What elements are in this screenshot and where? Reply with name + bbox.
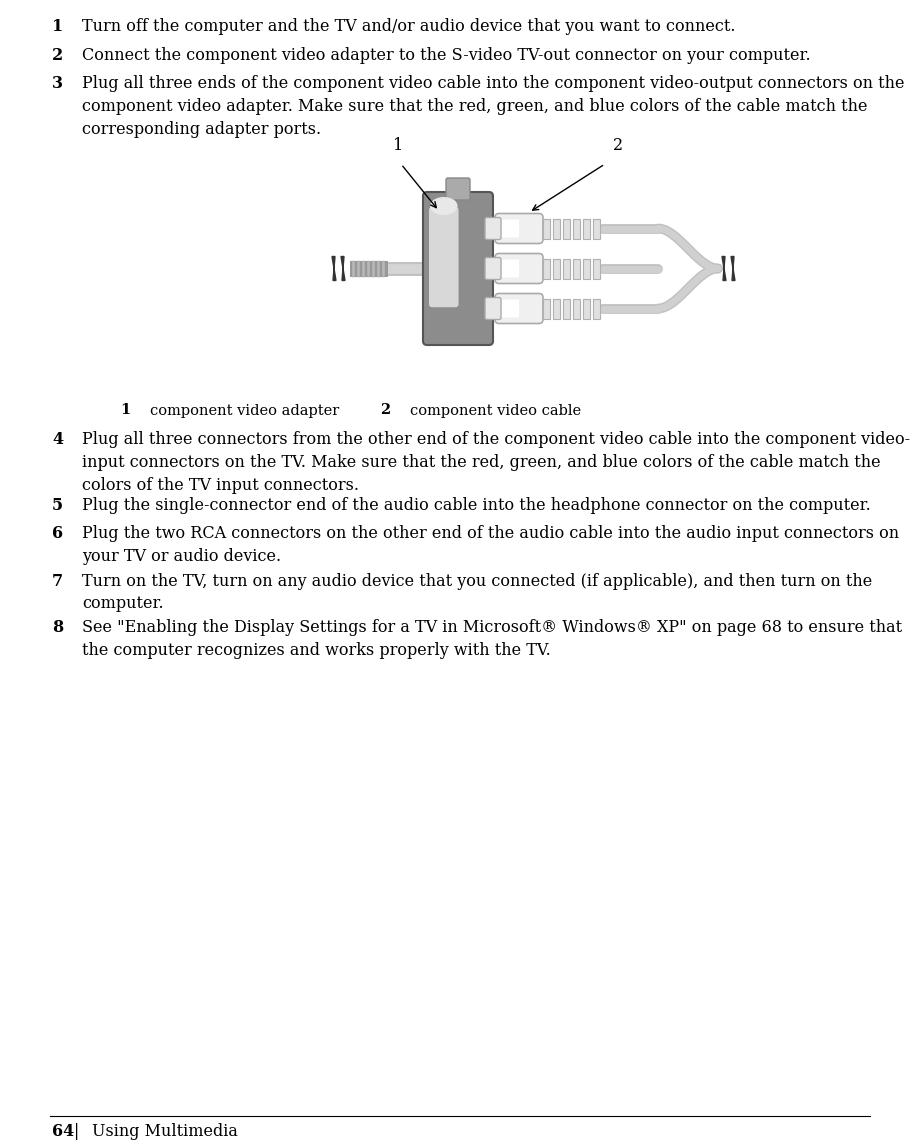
Bar <box>377 261 380 277</box>
Text: Connect the component video adapter to the S-video TV-out connector on your comp: Connect the component video adapter to t… <box>82 47 811 64</box>
FancyBboxPatch shape <box>501 260 519 278</box>
FancyBboxPatch shape <box>501 220 519 238</box>
FancyBboxPatch shape <box>495 254 543 284</box>
Bar <box>563 259 570 278</box>
Text: Plug all three ends of the component video cable into the component video-output: Plug all three ends of the component vid… <box>82 76 904 137</box>
FancyBboxPatch shape <box>485 297 501 319</box>
Bar <box>543 219 550 238</box>
Text: Plug the single-connector end of the audio cable into the headphone connector on: Plug the single-connector end of the aud… <box>82 496 871 514</box>
Bar <box>367 261 370 277</box>
Bar <box>583 219 590 238</box>
Polygon shape <box>332 256 336 280</box>
FancyBboxPatch shape <box>423 192 493 345</box>
Bar <box>583 259 590 278</box>
Text: Plug the two RCA connectors on the other end of the audio cable into the audio i: Plug the two RCA connectors on the other… <box>82 525 900 565</box>
Bar <box>573 219 580 238</box>
Text: 8: 8 <box>52 620 63 636</box>
Text: 4: 4 <box>52 431 63 448</box>
FancyBboxPatch shape <box>501 300 519 318</box>
Text: 1: 1 <box>120 404 130 418</box>
Bar <box>553 259 560 278</box>
Bar <box>573 299 580 318</box>
Bar <box>563 299 570 318</box>
Bar <box>352 261 355 277</box>
Text: Turn off the computer and the TV and/or audio device that you want to connect.: Turn off the computer and the TV and/or … <box>82 18 735 35</box>
Text: Plug all three connectors from the other end of the component video cable into t: Plug all three connectors from the other… <box>82 431 911 494</box>
Bar <box>543 259 550 278</box>
Bar <box>350 261 388 277</box>
Bar <box>382 261 385 277</box>
Text: 6: 6 <box>52 525 63 542</box>
Text: Turn on the TV, turn on any audio device that you connected (if applicable), and: Turn on the TV, turn on any audio device… <box>82 572 872 612</box>
Bar <box>357 261 360 277</box>
Text: 5: 5 <box>52 496 63 514</box>
Text: component video adapter: component video adapter <box>150 404 339 418</box>
FancyBboxPatch shape <box>485 257 501 279</box>
Bar <box>563 219 570 238</box>
Text: 7: 7 <box>52 572 63 589</box>
FancyBboxPatch shape <box>446 178 470 200</box>
Text: 64: 64 <box>52 1123 74 1141</box>
Text: 2: 2 <box>380 404 391 418</box>
Bar <box>372 261 375 277</box>
Polygon shape <box>341 256 345 280</box>
Bar <box>573 259 580 278</box>
Bar <box>553 299 560 318</box>
Text: Using Multimedia: Using Multimedia <box>92 1123 238 1141</box>
Text: component video cable: component video cable <box>410 404 581 418</box>
Bar <box>362 261 365 277</box>
Text: 2: 2 <box>52 47 63 64</box>
Bar <box>553 219 560 238</box>
Bar <box>543 299 550 318</box>
FancyBboxPatch shape <box>495 294 543 324</box>
Text: |: | <box>74 1123 80 1141</box>
FancyBboxPatch shape <box>429 207 458 308</box>
Bar <box>593 299 600 318</box>
Text: See "Enabling the Display Settings for a TV in Microsoft® Windows® XP" on page 6: See "Enabling the Display Settings for a… <box>82 620 902 659</box>
Bar <box>593 219 600 238</box>
Text: 1: 1 <box>393 137 403 154</box>
Polygon shape <box>722 256 726 280</box>
Text: 2: 2 <box>613 137 624 154</box>
Text: 3: 3 <box>52 76 63 92</box>
Text: 1: 1 <box>52 18 63 35</box>
Ellipse shape <box>430 197 458 215</box>
Bar <box>583 299 590 318</box>
Bar <box>593 259 600 278</box>
Polygon shape <box>731 256 735 280</box>
FancyBboxPatch shape <box>495 214 543 244</box>
FancyBboxPatch shape <box>485 217 501 239</box>
